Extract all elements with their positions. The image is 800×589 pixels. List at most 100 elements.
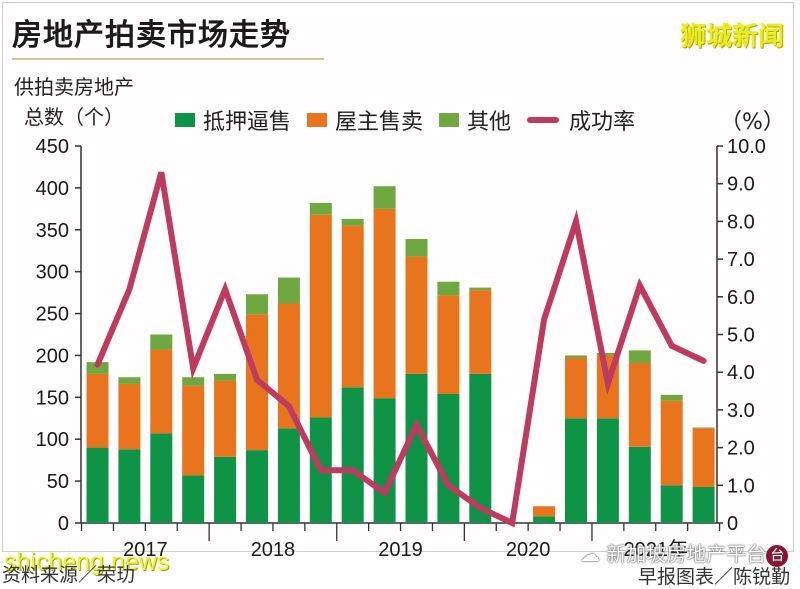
year-label: 2020 [506,539,551,561]
bar-segment [341,387,364,523]
bar-segment [565,357,587,419]
left-tick-label: 200 [36,345,69,367]
bar-segment [150,349,173,434]
bar-segment [469,287,492,291]
bar-segment [596,418,619,523]
legend-label: 抵押逼售 [203,110,292,135]
watermark-badge-icon: 台 [766,544,789,567]
bar-segment [565,418,587,523]
bar-segment [596,352,619,356]
legend-label: 其他 [467,110,512,135]
right-tick-label: 7.0 [727,249,755,271]
legend-item-foreclosure: 抵押逼售 [175,104,291,136]
bar-segment [118,449,141,523]
bar-segment [628,362,651,447]
bar-segment [86,362,109,374]
legend-item-owner-sale: 屋主售卖 [307,104,423,136]
bar-segment [246,294,268,315]
bar-segment [437,393,460,523]
right-tick-label: 3.0 [727,400,755,422]
right-axis-unit: （%） [720,110,785,135]
chart-credit: 早报图表／陈锐勤 [637,566,790,588]
year-label: 2019 [378,539,423,561]
bar-segment [405,256,428,374]
left-tick-label: 50 [47,471,69,493]
bar-segment [628,446,651,523]
bar-segment [533,506,556,517]
bar-segment [341,225,364,388]
right-tick-label: 0 [727,513,738,535]
wechat-icon: ☁ [580,542,607,566]
right-tick-label: 9.0 [727,174,755,196]
chart-title: 房地产拍卖市场走势 [12,18,291,53]
bar-segment [692,428,715,487]
bar-segment [277,428,300,523]
bar-segment [86,373,109,448]
right-axis: 0 1.0 2.0 3.0 4.0 5.0 6.0 7.0 8.0 9.0 10.0 [716,136,766,535]
success-rate-line [94,171,707,528]
success-rate-polyline [94,171,707,528]
bar-segment [373,398,396,523]
bar-segment [341,218,364,226]
left-tick-label: 450 [36,136,69,158]
bar-segment [246,450,268,523]
right-tick-label: 10.0 [727,136,766,158]
right-tick-label: 8.0 [727,211,755,233]
watermark-wechat: ☁ 新加坡房地产平台台 [580,538,789,567]
bar-segment [692,427,715,429]
bar-segment [533,516,556,523]
bar-segment [373,208,396,399]
left-axis-label: 供拍卖房地产 总数（个） [14,72,134,132]
bar-segment [118,377,141,384]
right-tick-label: 6.0 [727,287,755,309]
title-underline [12,58,324,60]
bar-segment [309,214,332,418]
bar-segment [660,400,683,486]
left-tick-label: 300 [36,262,69,284]
bar-segment [660,485,683,523]
legend-swatch-orange [307,113,328,127]
legend-swatch-lightgreen [439,113,460,127]
legend-item-other: 其他 [439,104,511,136]
bar-segment [214,380,237,457]
bar-segment [405,238,428,257]
bar-segment [150,433,173,523]
bar-segment [277,303,300,429]
left-tick-label: 0 [58,513,69,535]
left-tick-label: 100 [36,429,69,451]
data-source: 资料来源／荣玏 [2,564,136,586]
year-label: 2021年 [624,538,689,561]
bar-segment [182,377,205,386]
left-tick-label: 350 [36,220,69,242]
left-axis-label-line1: 供拍卖房地产 [14,75,134,99]
bar-segment [565,355,587,358]
bar-segment [214,373,237,381]
bar-series [86,186,715,523]
bar-segment [469,373,492,523]
watermark-bottom: shicheng.news [4,548,170,576]
bar-segment [405,373,428,523]
bar-segment [277,277,300,304]
right-tick-label: 4.0 [727,362,755,384]
bar-segment [214,456,237,523]
bar-segment [150,334,173,350]
legend-line-swatch [527,117,560,123]
bar-segment [628,350,651,363]
bar-segment [182,385,205,476]
bar-segment [660,394,683,401]
year-label: 2017 [123,539,168,561]
bar-segment [437,295,460,394]
right-tick-label: 5.0 [727,325,755,347]
bar-segment [373,186,396,209]
watermark-wechat-text: 新加坡房地产平台 [606,542,767,566]
right-tick-label: 2.0 [727,438,755,460]
bar-segment [469,290,492,374]
legend-swatch-green [175,113,195,127]
bar-segment [309,202,332,215]
right-tick-label: 1.0 [727,475,755,497]
bar-segment [86,447,109,523]
legend-label: 屋主售卖 [335,110,424,135]
legend-label: 成功率 [569,110,636,135]
year-label: 2018 [251,539,296,561]
